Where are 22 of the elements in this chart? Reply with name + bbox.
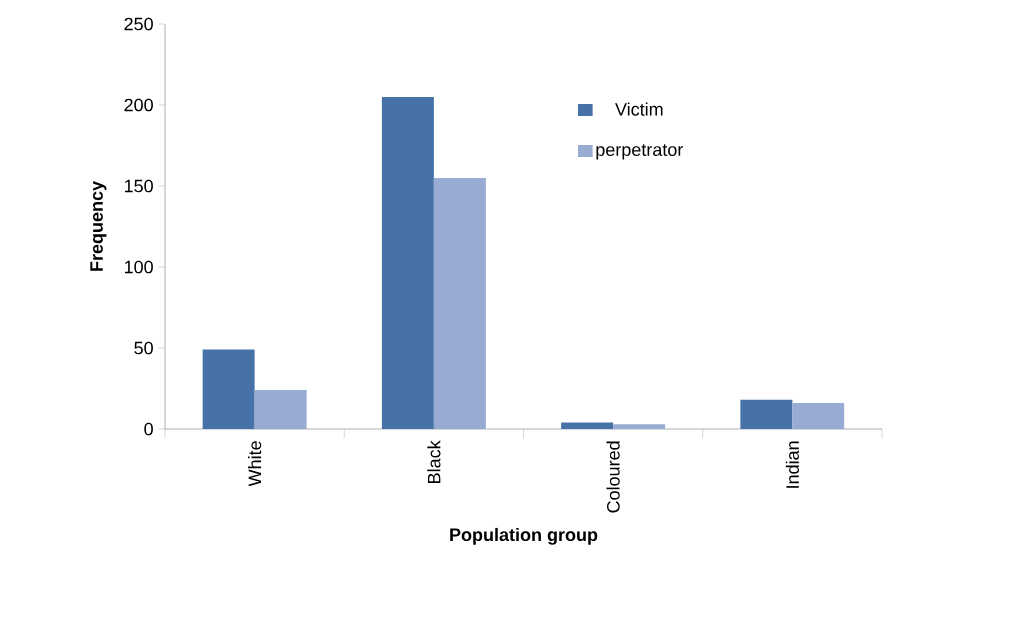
y-tick-label: 150 bbox=[124, 179, 153, 193]
y-axis-title: Frequency bbox=[90, 181, 107, 271]
x-tick-label: White bbox=[248, 441, 262, 487]
y-tick-label: 250 bbox=[124, 17, 153, 31]
bar bbox=[613, 424, 666, 429]
bar bbox=[792, 403, 845, 429]
x-tick-label: Indian bbox=[785, 441, 799, 488]
y-tick-label: 100 bbox=[124, 260, 153, 274]
legend-label: Victim bbox=[615, 102, 663, 116]
bar bbox=[381, 96, 434, 429]
bar bbox=[202, 349, 255, 429]
x-axis-title: Population group bbox=[450, 527, 598, 545]
bar bbox=[561, 422, 614, 429]
y-tick-label: 200 bbox=[124, 98, 153, 112]
x-tick-label: Black bbox=[427, 440, 441, 483]
bar bbox=[254, 390, 307, 429]
y-tick-label: 0 bbox=[144, 422, 153, 436]
y-tick-label: 50 bbox=[134, 341, 153, 355]
bar bbox=[740, 399, 793, 429]
bar bbox=[433, 177, 486, 429]
legend-label: perpetrator bbox=[596, 144, 684, 160]
x-tick-label: Coloured bbox=[606, 441, 620, 513]
